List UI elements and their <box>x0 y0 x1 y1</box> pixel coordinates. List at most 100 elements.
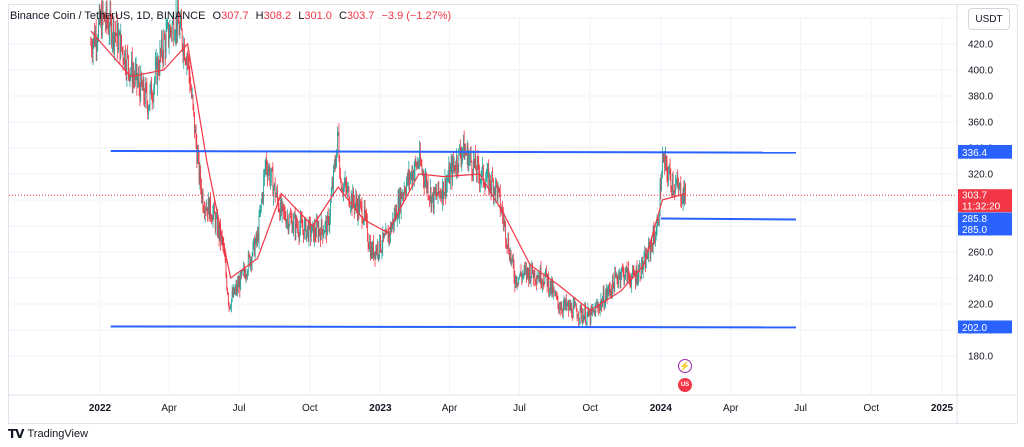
candle-body <box>628 268 629 276</box>
candle-body <box>311 224 313 234</box>
candle-body <box>114 32 115 47</box>
candle <box>348 186 350 207</box>
candle-body <box>365 215 367 217</box>
x-tick-label: Apr <box>723 403 739 414</box>
candle <box>589 308 591 328</box>
candle-body <box>652 229 654 251</box>
candle-body <box>353 190 354 203</box>
candle-body <box>418 163 420 166</box>
candle <box>639 262 641 282</box>
candle <box>100 8 102 28</box>
candle-body <box>247 254 249 272</box>
candle <box>155 49 157 70</box>
candle-body <box>478 162 480 174</box>
candle <box>437 181 439 204</box>
candle-body <box>516 282 518 285</box>
candle <box>398 188 400 218</box>
candle-body <box>508 238 510 253</box>
candle-body <box>640 277 642 279</box>
candle-body <box>224 247 225 257</box>
us-flag-icon[interactable]: US <box>678 378 692 392</box>
candle-body <box>217 215 218 236</box>
x-tick-label: 2022 <box>89 403 112 414</box>
candle <box>290 207 291 219</box>
candle-body <box>582 314 583 320</box>
candle-body <box>128 55 129 69</box>
candle-body <box>405 192 407 194</box>
candle-body <box>509 252 511 261</box>
candle <box>288 223 290 234</box>
candle-body <box>557 296 559 304</box>
x-tick-label: Oct <box>302 403 318 414</box>
candle-body <box>425 175 427 180</box>
candle-body <box>143 78 145 98</box>
candle-body <box>542 280 544 284</box>
candle-body <box>187 58 189 60</box>
candle-body <box>660 184 662 191</box>
candle-body <box>307 225 308 230</box>
candle-body <box>108 32 110 34</box>
candle <box>626 261 628 284</box>
candle-body <box>201 192 203 198</box>
candle-body <box>132 74 134 85</box>
lightning-icon[interactable]: ⚡ <box>678 359 692 373</box>
candle-body <box>456 156 458 169</box>
candle-body <box>326 220 327 236</box>
candle <box>238 272 240 288</box>
candle-body <box>338 132 340 159</box>
candle <box>130 66 132 82</box>
candle-body <box>430 188 432 207</box>
candle <box>467 142 469 171</box>
candle <box>111 32 113 54</box>
candle <box>214 211 216 234</box>
currency-button[interactable]: USDT <box>968 8 1010 30</box>
tradingview-logo-icon[interactable]: TV <box>8 427 25 441</box>
candle <box>653 222 655 246</box>
candle-body <box>313 226 315 241</box>
candle <box>512 253 514 270</box>
candle <box>507 232 509 249</box>
candle <box>320 212 322 241</box>
candle-body <box>421 165 423 172</box>
chart-frame[interactable] <box>8 4 1018 424</box>
candle-body <box>181 30 183 48</box>
candle-body <box>257 233 259 241</box>
candle-body <box>399 191 400 215</box>
candle <box>635 265 637 287</box>
candle-body <box>446 180 448 183</box>
candle <box>605 288 606 308</box>
candle-body <box>184 59 186 61</box>
candle <box>303 229 304 244</box>
candle <box>424 169 426 188</box>
candle-body <box>685 183 686 195</box>
candle-body <box>642 266 644 271</box>
candle <box>584 301 586 320</box>
candle <box>340 167 341 183</box>
candle-body <box>227 288 228 295</box>
candle-body <box>91 44 92 51</box>
candle <box>213 202 215 220</box>
candle <box>681 193 683 205</box>
candle <box>125 59 127 81</box>
x-tick-label: 2025 <box>931 403 954 414</box>
candle-body <box>171 30 172 35</box>
candle-body <box>301 220 303 228</box>
candle-body <box>658 218 659 224</box>
candle <box>370 241 372 260</box>
candle <box>459 144 460 156</box>
candle <box>478 156 480 184</box>
candle <box>280 193 282 217</box>
candle-body <box>195 128 197 143</box>
candle-body <box>350 206 351 208</box>
candle-body <box>665 156 667 162</box>
candle-body <box>543 283 545 284</box>
candle <box>562 308 563 318</box>
candle <box>436 184 437 201</box>
candle <box>304 217 306 232</box>
candle <box>177 0 179 24</box>
candle-body <box>150 81 152 90</box>
candle <box>157 52 159 96</box>
candle-body <box>317 221 318 226</box>
candle-body <box>363 219 364 223</box>
